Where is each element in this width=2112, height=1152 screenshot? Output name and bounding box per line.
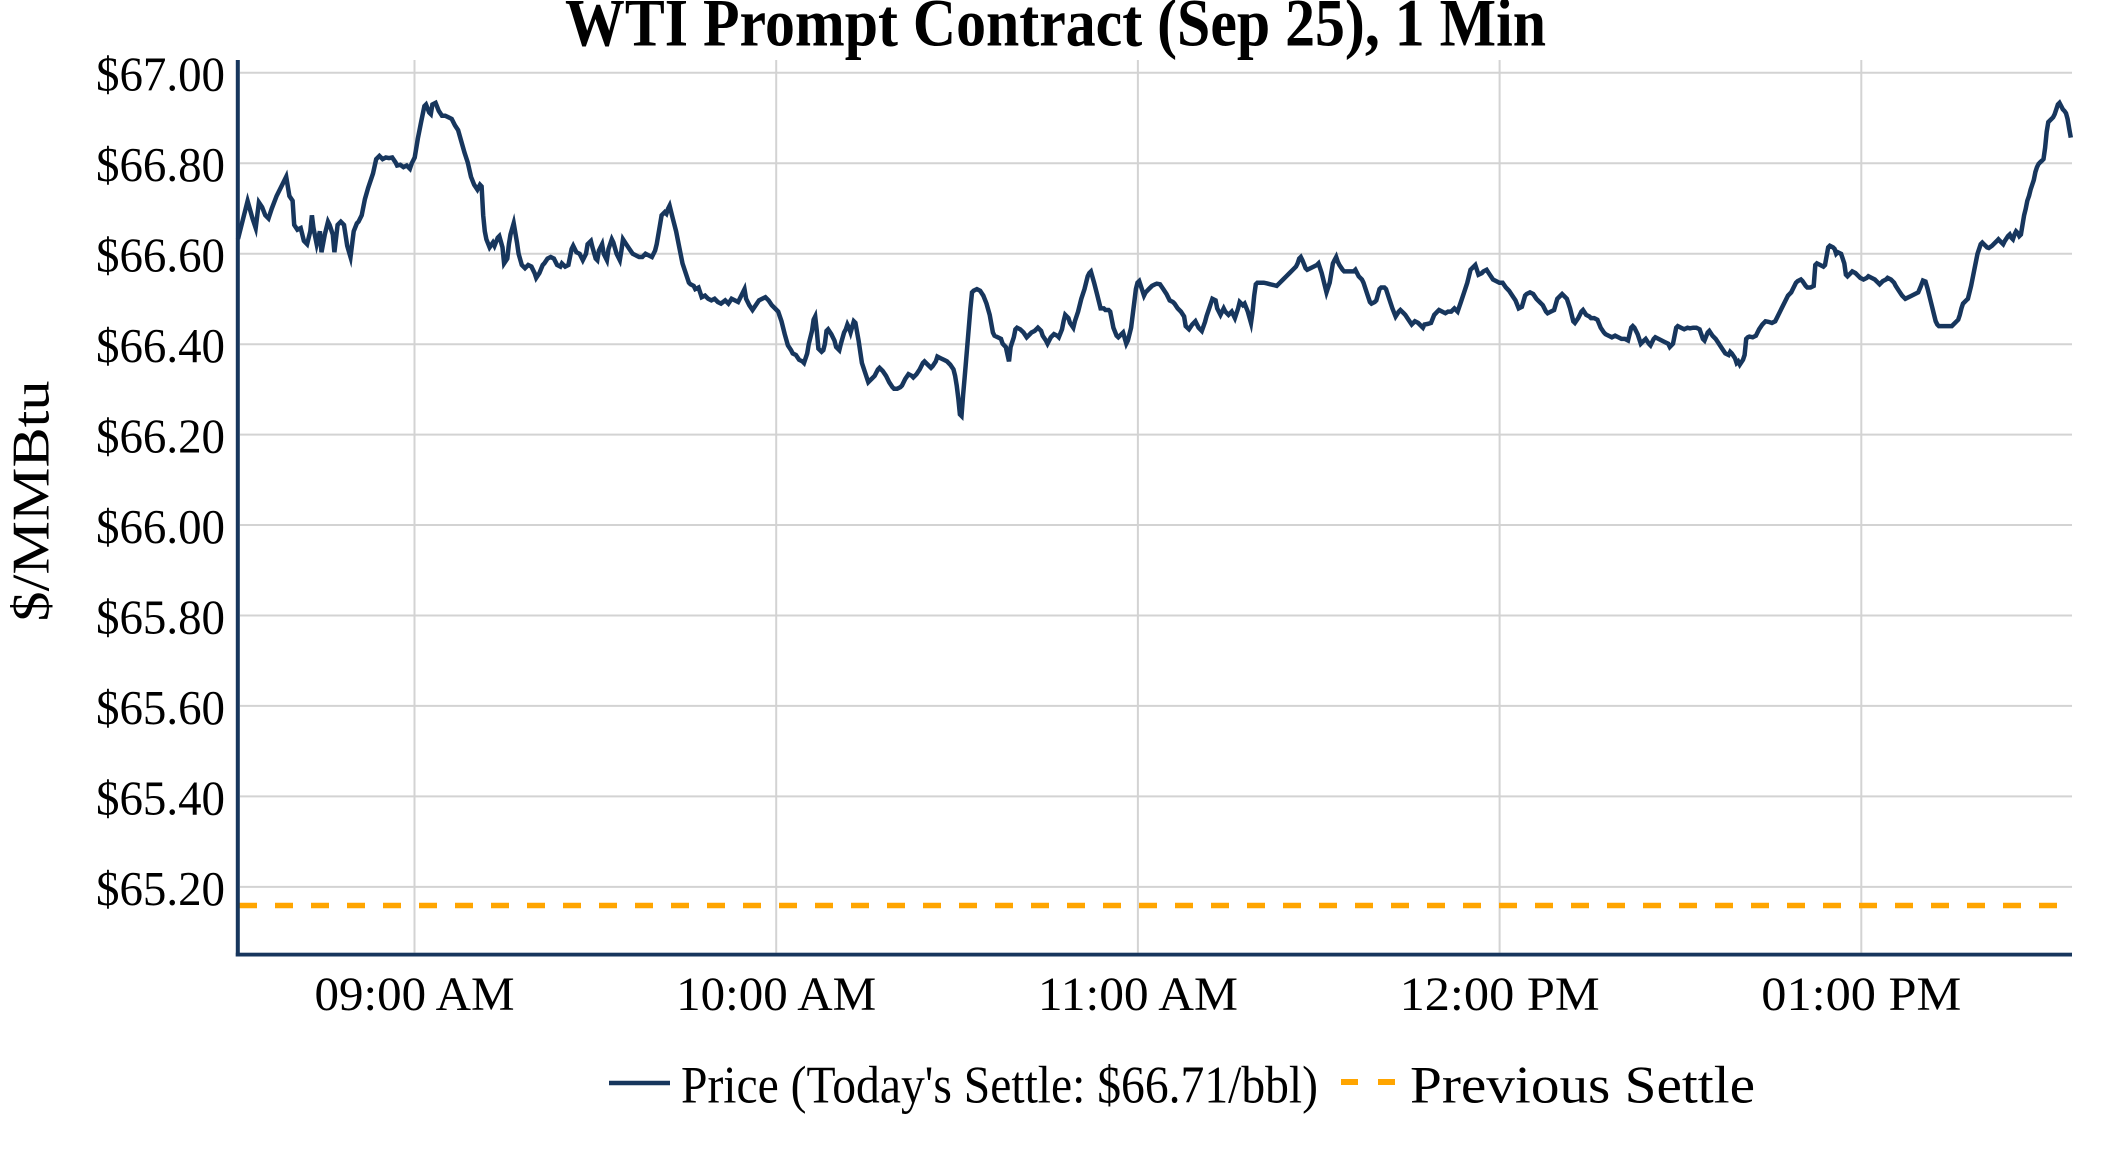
svg-text:$65.40: $65.40 xyxy=(96,770,225,825)
svg-text:Previous Settle: Previous Settle xyxy=(1410,1057,1755,1115)
svg-text:12:00 PM: 12:00 PM xyxy=(1400,968,1600,1021)
svg-text:$65.80: $65.80 xyxy=(96,589,225,644)
svg-text:$65.20: $65.20 xyxy=(96,861,225,916)
svg-text:10:00 AM: 10:00 AM xyxy=(676,968,876,1021)
svg-text:$66.00: $66.00 xyxy=(96,499,225,554)
svg-text:$67.00: $67.00 xyxy=(96,47,225,102)
svg-text:$66.40: $66.40 xyxy=(96,318,225,373)
svg-text:WTI Prompt Contract (Sep 25),: WTI Prompt Contract (Sep 25), 1 Min xyxy=(565,0,1546,61)
svg-text:09:00 AM: 09:00 AM xyxy=(315,968,515,1021)
svg-text:$65.60: $65.60 xyxy=(96,680,225,735)
svg-text:$/MMBtu: $/MMBtu xyxy=(3,381,61,622)
svg-text:$66.60: $66.60 xyxy=(96,228,225,283)
svg-text:Price (Today's Settle: $66.71/: Price (Today's Settle: $66.71/bbl) xyxy=(681,1057,1318,1115)
svg-text:$66.20: $66.20 xyxy=(96,409,225,464)
svg-text:$66.80: $66.80 xyxy=(96,137,225,192)
svg-text:11:00 AM: 11:00 AM xyxy=(1038,968,1238,1021)
svg-text:01:00 PM: 01:00 PM xyxy=(1761,968,1961,1021)
